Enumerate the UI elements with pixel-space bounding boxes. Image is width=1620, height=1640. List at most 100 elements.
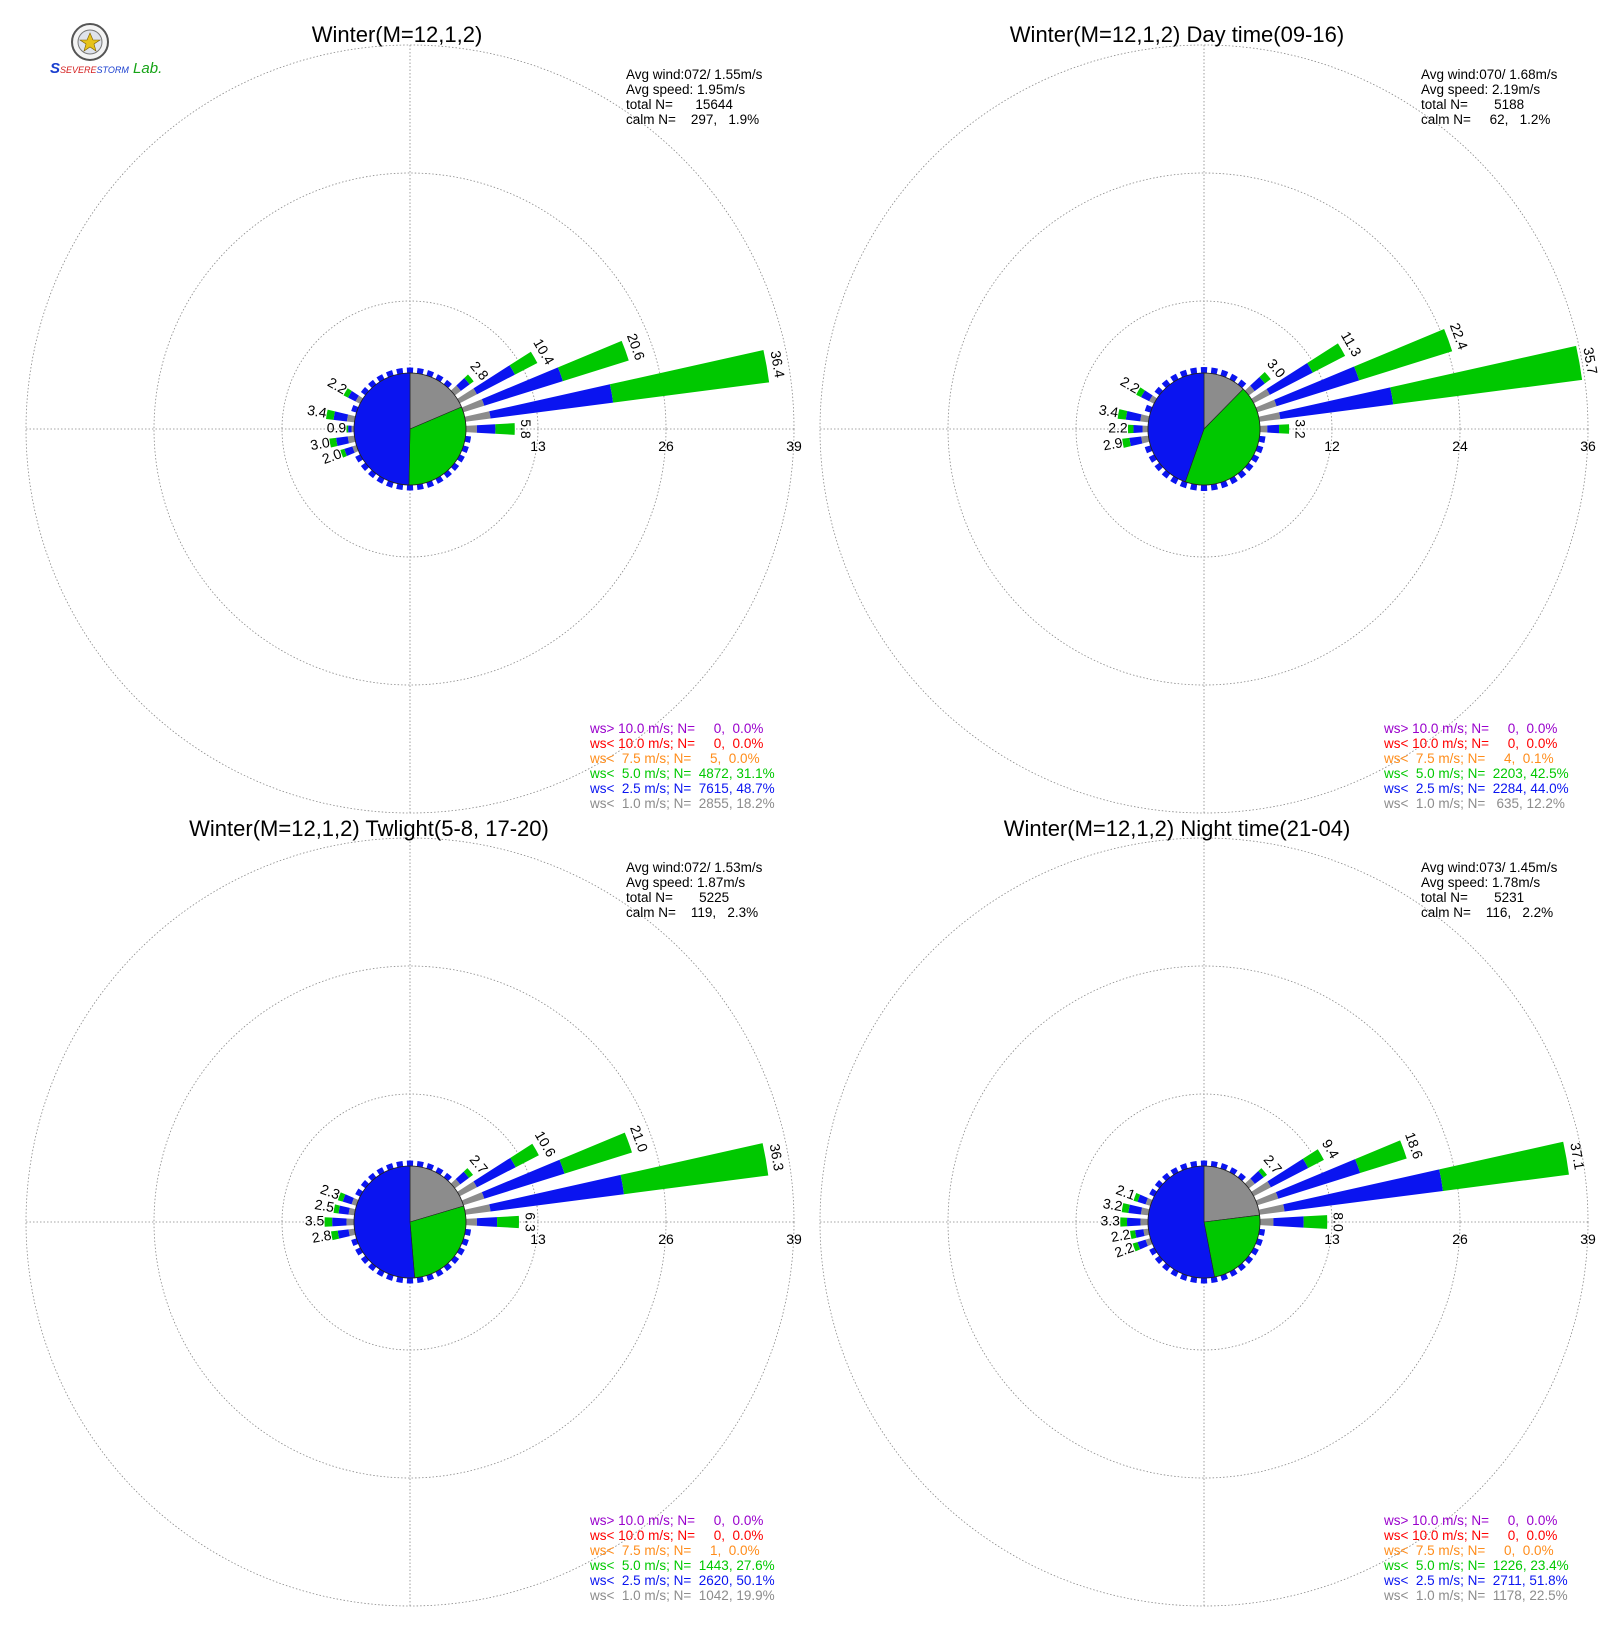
petal-lt5 — [1127, 424, 1134, 434]
minor-petal — [1237, 1172, 1246, 1182]
petal-lt25 — [476, 424, 496, 434]
petal-lt25 — [481, 1159, 565, 1199]
ring-label: 26 — [1452, 1231, 1468, 1247]
petal-lt1 — [348, 1207, 356, 1216]
petal-label: 3.2 — [1292, 419, 1308, 439]
petal-lt25 — [1266, 362, 1313, 395]
legend-item-lt25: ws< 2.5 m/s; N= 2711, 51.8% — [1383, 1573, 1568, 1588]
minor-petal — [461, 1238, 469, 1247]
ring-label: 36 — [1580, 438, 1596, 454]
minor-petal — [1220, 1273, 1229, 1281]
stats-line: Avg wind:072/ 1.55m/s — [626, 67, 763, 82]
minor-petal — [1237, 1262, 1246, 1272]
petal-label: 2.0 — [320, 445, 344, 467]
minor-petal — [1220, 480, 1229, 489]
grid-ring — [153, 965, 667, 1479]
petal-lt5 — [333, 1204, 340, 1214]
legend-item-gt10: ws> 10.0 m/s; N= 0, 0.0% — [589, 721, 763, 736]
minor-petal — [1179, 369, 1188, 378]
minor-petal — [443, 1262, 452, 1272]
petal-label: 8.0 — [1331, 1212, 1347, 1232]
petal-label: 6.3 — [522, 1212, 538, 1232]
ring-label: 26 — [658, 438, 674, 454]
stats-line: total N= 5188 — [1421, 97, 1524, 112]
petal-lt25 — [332, 1217, 347, 1227]
petal-lt1 — [1251, 389, 1270, 404]
ring-label: 39 — [786, 438, 802, 454]
minor-petal — [426, 370, 435, 378]
legend-item-lt1: ws< 1.0 m/s; N= 1178, 22.5% — [1383, 1588, 1568, 1603]
legend-item-lt5: ws< 5.0 m/s; N= 4872, 31.1% — [589, 766, 775, 781]
petal-lt1 — [1143, 1228, 1150, 1236]
petal-lt1 — [347, 435, 356, 444]
minor-petal — [1190, 367, 1198, 375]
ring-label: 13 — [530, 438, 546, 454]
petal-label: 2.2 — [1110, 1226, 1132, 1245]
logo-text: SSEVERESTORM Lab. — [50, 60, 163, 77]
minor-petal — [360, 462, 370, 471]
petal-lt25 — [489, 384, 614, 419]
petal-lt1 — [1255, 1192, 1279, 1206]
petal-lt25 — [1274, 366, 1360, 407]
petal-lt1 — [465, 1218, 477, 1226]
stats-line: Avg speed: 1.87m/s — [626, 875, 745, 890]
petal-label: 0.9 — [327, 420, 347, 436]
petal-lt1 — [1258, 412, 1281, 422]
petal-lt5 — [329, 437, 338, 448]
petal-label: 2.1 — [1114, 1181, 1138, 1203]
minor-petal — [396, 1160, 404, 1168]
minor-petal — [426, 1273, 435, 1281]
petal-lt25 — [348, 390, 359, 402]
petal-label: 2.5 — [314, 1196, 336, 1215]
petal-lt5 — [620, 1143, 769, 1195]
petal-lt25 — [348, 425, 352, 433]
minor-petal — [1154, 1180, 1164, 1189]
petal-lt5 — [496, 1215, 519, 1229]
petal-lt1 — [464, 411, 491, 422]
stats-line: total N= 5231 — [1421, 890, 1524, 905]
petal-lt1 — [1258, 1204, 1285, 1215]
minor-petal — [426, 1163, 435, 1171]
petal-lt25 — [333, 411, 349, 422]
stats-line: total N= 15644 — [626, 97, 733, 112]
minor-petal — [1179, 480, 1188, 489]
petal-lt1 — [1149, 395, 1158, 404]
petal-lt25 — [473, 365, 515, 395]
petal-lt25 — [1128, 1204, 1143, 1215]
minor-petal — [1200, 1277, 1208, 1284]
minor-petal — [1258, 435, 1266, 443]
chart-title: Winter(M=12,1,2) — [312, 22, 483, 47]
petal-lt25 — [1129, 436, 1143, 447]
petal-lt5 — [1258, 1168, 1268, 1178]
minor-petal — [1244, 1255, 1254, 1264]
petal-label: 2.2 — [1112, 1239, 1136, 1261]
minor-petal — [416, 1160, 424, 1168]
minor-petal — [360, 1180, 370, 1189]
petal-lt5 — [337, 1192, 346, 1202]
minor-petal — [443, 469, 452, 479]
petal-lt5 — [1117, 409, 1128, 420]
legend-item-lt75: ws< 7.5 m/s; N= 4, 0.1% — [1383, 751, 1554, 766]
petal-lt25 — [1267, 1158, 1309, 1188]
minor-petal — [1210, 1276, 1218, 1284]
petal-lt1 — [1255, 399, 1277, 413]
minor-petal — [406, 1277, 414, 1284]
minor-petal — [1210, 483, 1218, 491]
minor-petal — [1162, 1262, 1171, 1272]
legend-item-lt1: ws< 1.0 m/s; N= 635, 12.2% — [1383, 796, 1565, 811]
petal-lt5 — [324, 1217, 333, 1227]
legend-item-lt1: ws< 1.0 m/s; N= 2855, 18.2% — [589, 796, 775, 811]
lab-logo: SSEVERESTORM Lab. — [50, 22, 162, 82]
petal-lt25 — [456, 377, 470, 391]
petal-lt5 — [557, 340, 629, 382]
stats-line: calm N= 62, 1.2% — [1421, 112, 1550, 127]
petal-lt1 — [465, 425, 477, 433]
legend-item-lt1: ws< 1.0 m/s; N= 1042, 19.9% — [589, 1588, 775, 1603]
legend-item-lt10: ws< 10.0 m/s; N= 0, 0.0% — [589, 736, 763, 751]
stats-line: total N= 5225 — [626, 890, 729, 905]
minor-petal — [1258, 1228, 1266, 1236]
stats-line: Avg speed: 2.19m/s — [1421, 82, 1540, 97]
minor-petal — [443, 1172, 452, 1182]
